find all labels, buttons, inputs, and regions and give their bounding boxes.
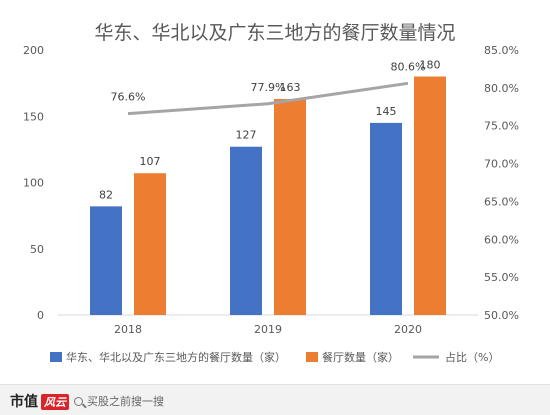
bar-value-label: 180 [420,59,441,72]
footer-bar: 市值 风云 买股之前搜一搜 [0,384,550,415]
bar-value-label: 163 [280,81,301,94]
y-left-tick-label: 50 [30,243,44,256]
search-hint-text: 买股之前搜一搜 [87,395,164,408]
chart-title: 华东、华北以及广东三地方的餐厅数量情况 [94,22,456,44]
y-left-tick-label: 200 [23,44,44,57]
bar [414,76,446,315]
bar [274,99,306,316]
x-tick-label: 2019 [254,323,282,336]
legend-label: 餐厅数量（家） [322,350,399,364]
search-icon [74,396,83,406]
brand-badge: 风云 [41,394,69,410]
bar-value-label: 107 [140,155,161,168]
line-value-label: 76.6% [111,91,146,104]
y-right-tick-label: 75.0% [484,120,519,133]
ratio-line [127,81,409,116]
legend-swatch [306,352,318,362]
bar-value-label: 82 [99,188,113,201]
search-hint[interactable]: 买股之前搜一搜 [74,393,164,409]
y-right-tick-label: 60.0% [484,233,519,246]
brand-name: 市值 [10,394,38,410]
bar [90,206,122,315]
line-value-label: 77.9% [251,81,286,94]
y-right-tick-label: 70.0% [484,158,519,171]
x-tick-label: 2018 [114,323,142,336]
y-right-tick-label: 55.0% [484,271,519,284]
legend-label: 华东、华北以及广东三地方的餐厅数量（家） [66,350,286,364]
y-right-tick-label: 50.0% [484,309,519,322]
y-right-tick-label: 80.0% [484,82,519,95]
legend-swatch [50,352,62,362]
y-right-tick-label: 65.0% [484,195,519,208]
bar-value-label: 127 [236,129,257,142]
combo-chart: 0 50 100 150 200 50.0% 55.0% 60.0% 65.0% 70.0% 75.… [23,44,519,364]
bar [134,173,166,315]
bar [370,122,402,315]
legend-label: 占比（%） [445,350,499,364]
line-value-label: 80.6% [391,60,426,73]
bar-value-label: 145 [376,105,397,118]
y-left-tick-label: 100 [23,177,44,190]
y-left-tick-label: 0 [37,309,44,322]
brand-logo[interactable]: 市值 风云 [10,391,69,411]
x-tick-label: 2020 [394,323,422,336]
y-left-tick-label: 150 [23,110,44,123]
y-right-tick-label: 85.0% [484,44,519,57]
bar [230,146,262,315]
